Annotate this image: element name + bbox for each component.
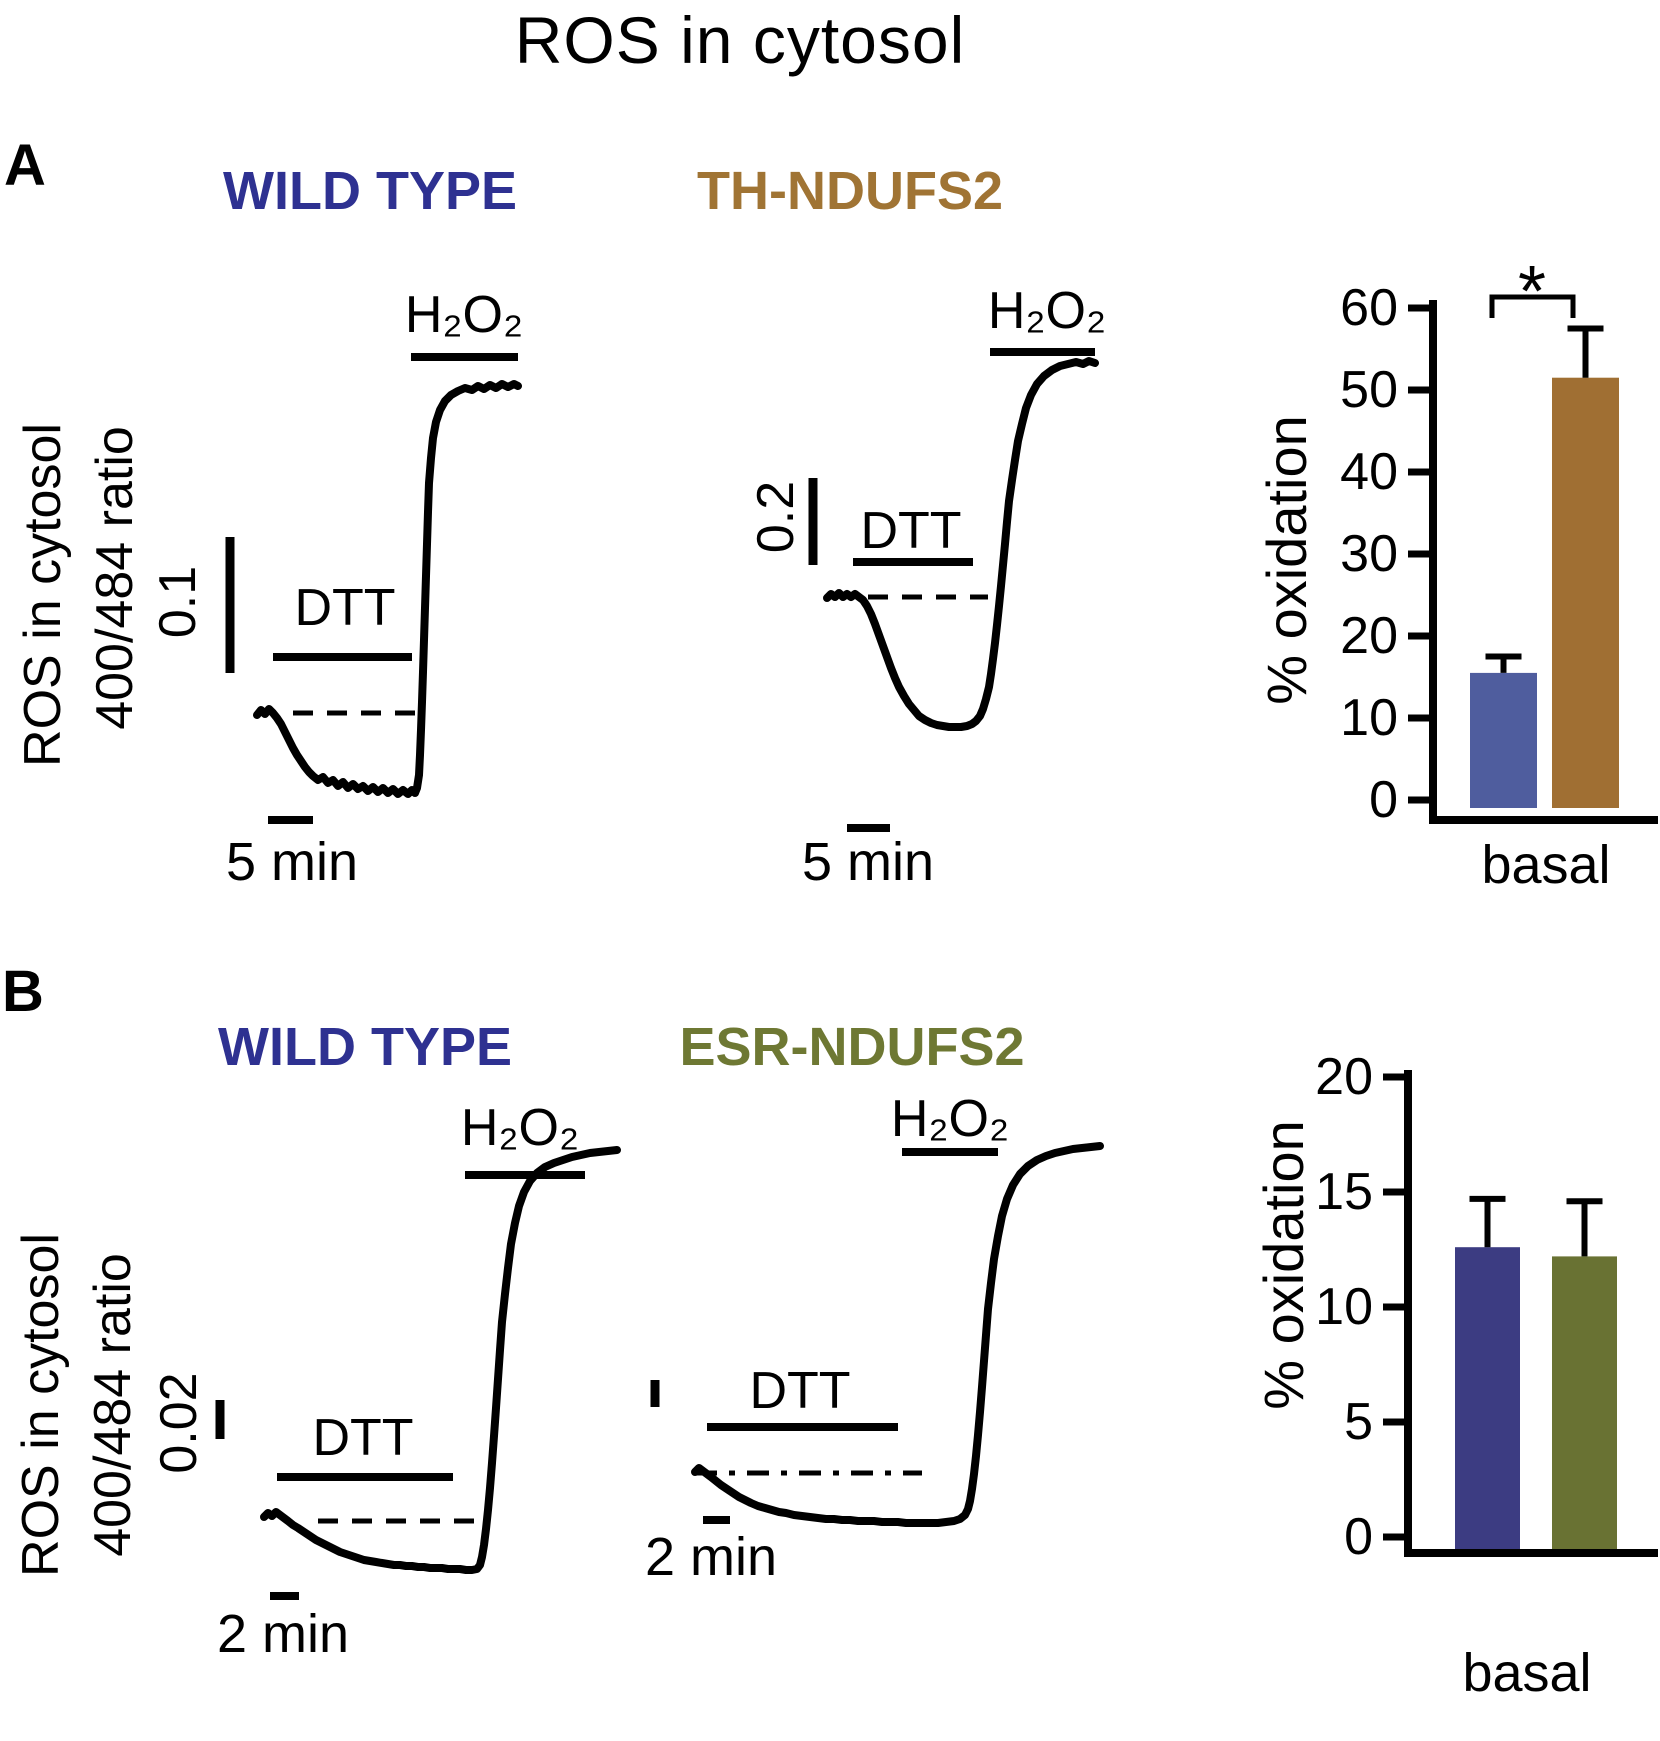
y-tick-label: 40 <box>1340 443 1398 501</box>
panel-a-label: A <box>4 133 46 198</box>
y-scalebar-value: 0.1 <box>149 566 207 638</box>
h2o2-label: H₂O₂ <box>891 1090 1009 1148</box>
axis-lines <box>1429 300 1658 824</box>
y-tick-label: 0 <box>1344 1508 1373 1566</box>
bar-th-ndufs2 <box>1552 377 1619 808</box>
y-tick-label: 5 <box>1344 1393 1373 1451</box>
trace-line <box>253 380 522 798</box>
bar-chart-b-percent-oxidation: % oxidation 0 5 10 15 20 basal <box>1252 1048 1658 1703</box>
y-axis-label-line2: 400/484 ratio <box>84 1253 142 1557</box>
x-axis-category-label: basal <box>1462 1643 1591 1703</box>
panel-b-label: B <box>2 959 44 1024</box>
y-tick-label: 0 <box>1369 771 1398 829</box>
trace-line <box>823 357 1099 731</box>
axis-lines <box>1404 1070 1658 1557</box>
time-scalebar-value: 5 min <box>226 832 358 892</box>
dtt-label: DTT <box>860 502 961 560</box>
time-scalebar-value: 2 min <box>217 1604 349 1664</box>
y-axis-label-line1: ROS in cytosol <box>14 423 72 767</box>
y-tick-label: 50 <box>1340 361 1398 419</box>
h2o2-label: H₂O₂ <box>461 1099 579 1157</box>
significance-bracket <box>1489 294 1576 318</box>
y-tick-label: 60 <box>1340 279 1398 337</box>
time-scalebar-value: 5 min <box>802 832 934 892</box>
h2o2-label: H₂O₂ <box>405 286 523 344</box>
bar-wild-type <box>1455 1247 1520 1550</box>
h2o2-label: H₂O₂ <box>988 282 1106 340</box>
trace-line <box>260 1146 621 1574</box>
trace-plot-a-wild-type: ROS in cytosol 400/484 ratio 0.1 DTT H₂O… <box>14 286 523 892</box>
y-tick-label: 20 <box>1315 1048 1373 1106</box>
y-tick-label: 20 <box>1340 607 1398 665</box>
panel-b-header-esr-ndufs2: ESR-NDUFS2 <box>679 1017 1025 1077</box>
trace-plot-b-wild-type: ROS in cytosol 400/484 ratio 0.02 DTT H₂… <box>12 1099 621 1664</box>
y-axis-title: % oxidation <box>1252 1120 1315 1410</box>
bar-wild-type <box>1470 672 1537 808</box>
y-tick-label: 10 <box>1340 689 1398 747</box>
error-bar-esr-ndufs2 <box>1566 1198 1603 1257</box>
dtt-label: DTT <box>749 1362 850 1420</box>
panel-a-header-th-ndufs2: TH-NDUFS2 <box>697 161 1003 221</box>
significance-asterisk: * <box>1518 252 1546 332</box>
dtt-label: DTT <box>312 1409 413 1467</box>
bar-chart-a-percent-oxidation: % oxidation 0 10 20 30 40 50 60 * basal <box>1255 252 1658 895</box>
figure-title: ROS in cytosol <box>514 3 966 77</box>
trace-line <box>691 1142 1104 1527</box>
dtt-label: DTT <box>294 579 395 637</box>
trace-plot-a-th-ndufs2: 0.2 DTT H₂O₂ 5 min <box>747 282 1106 892</box>
error-bar-th-ndufs2 <box>1567 325 1604 378</box>
y-axis-label-line2: 400/484 ratio <box>86 426 144 730</box>
error-bar-wild-type <box>1469 1195 1506 1248</box>
y-tick-label: 15 <box>1315 1163 1373 1221</box>
y-scalebar-value: 0.2 <box>747 481 805 553</box>
error-bar-wild-type <box>1485 653 1522 673</box>
trace-plot-b-esr-ndufs2: DTT H₂O₂ 2 min <box>645 1090 1104 1587</box>
time-scalebar-value: 2 min <box>645 1527 777 1587</box>
y-axis-label-line1: ROS in cytosol <box>12 1233 70 1577</box>
x-axis-category-label: basal <box>1481 835 1610 895</box>
bar-esr-ndufs2 <box>1552 1256 1617 1550</box>
y-axis-title: % oxidation <box>1255 415 1318 705</box>
y-tick-label: 30 <box>1340 525 1398 583</box>
y-tick-label: 10 <box>1315 1278 1373 1336</box>
panel-a-header-wild-type: WILD TYPE <box>223 161 517 221</box>
y-scalebar-value: 0.02 <box>150 1372 208 1473</box>
panel-b-header-wild-type: WILD TYPE <box>218 1017 512 1077</box>
